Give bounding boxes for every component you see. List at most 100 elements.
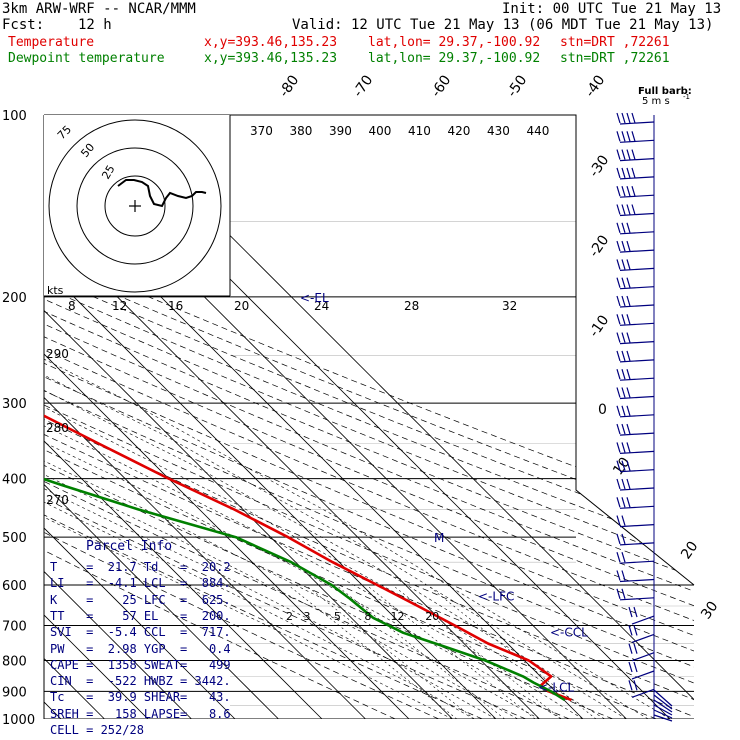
mixing-ratio-line (335, 584, 505, 719)
pressure-label: 800 (2, 654, 27, 669)
wind-speed-label: 8 (68, 299, 76, 313)
dry-adiabat (44, 115, 694, 719)
pressure-label: 100 (2, 109, 27, 124)
isotherm (44, 115, 279, 719)
moist-adiabat (44, 296, 584, 719)
moist-adiabat (44, 296, 453, 719)
wind-barb (628, 625, 655, 643)
isotherm-label: -20 (586, 232, 612, 260)
dry-adiabat (44, 115, 694, 719)
wind-barb (616, 277, 655, 290)
theta-e-label: 440 (527, 124, 550, 138)
mixing-ratio-label: 2 (286, 610, 293, 623)
mixing-ratio-label: 5 (334, 610, 341, 623)
pressure-label: 400 (2, 473, 27, 488)
hodograph-ring (76, 147, 194, 265)
isotherm-label: 0 (598, 402, 607, 418)
temp-stn: stn=DRT ,72261 (560, 35, 670, 50)
wind-speed-label: 28 (404, 299, 419, 313)
dry-adiabat (44, 115, 694, 719)
sounding-curves (44, 414, 572, 702)
model-title: 3km ARW-WRF -- NCAR/MMM (2, 1, 196, 17)
isotherm-label: -30 (586, 152, 612, 180)
wind-barb (616, 350, 655, 363)
dry-adiabat (44, 115, 694, 719)
mixing-ratio-line (366, 584, 536, 719)
theta-label: 280 (46, 421, 69, 435)
parcel-info-row: TT = 57 EL = 200. (50, 608, 231, 623)
isotherm-label: -40 (582, 72, 608, 100)
pressure-label: 700 (2, 619, 27, 634)
theta-e-label: 390 (329, 124, 352, 138)
valid-time: Valid: 12 UTC Tue 21 May 13 (06 MDT Tue … (292, 17, 714, 33)
isotherm (44, 115, 497, 719)
wind-barb (616, 149, 655, 162)
parcel-info-row: Tc = 39.9 SHEAR= 43. (50, 690, 231, 705)
wind-barb (616, 131, 655, 143)
moist-adiabat (44, 296, 649, 719)
wind-barb (616, 240, 655, 253)
wind-barb (616, 167, 655, 180)
level-markers: <-EL M <-LFC <-CCL <-LCL (300, 291, 588, 695)
isotherm-label: -10 (586, 312, 612, 340)
dry-adiabat (44, 115, 694, 719)
dew-latlon: lat,lon= 29.37,-100.92 (368, 51, 541, 66)
parcel-info-row: K = 25 LFC = 625. (50, 592, 231, 607)
fcst-value: 12 h (78, 17, 112, 33)
wind-barb (628, 661, 655, 680)
isotherm-label: 10 (610, 455, 633, 479)
wind-barb-surface (653, 709, 673, 719)
dry-adiabat (44, 115, 526, 719)
parcel-info-title: Parcel Info (86, 539, 173, 554)
temp-xy: x,y=393.46,135.23 (204, 35, 338, 50)
wind-barb (616, 460, 655, 473)
legend-temperature: Temperature (8, 35, 95, 50)
dry-adiabat (44, 115, 396, 719)
wind-barb-surface (653, 694, 673, 710)
wind-barb (616, 570, 655, 583)
frame-edge (44, 114, 695, 586)
wind-barb (616, 222, 655, 235)
barb-legend: Full barb: 5 m s -1 (638, 86, 692, 107)
isotherm (44, 115, 192, 719)
parcel-info-box: Parcel Info T = 21.7 Td = 20.2 LI = -4.1 … (44, 536, 234, 737)
mixing-ratio-label: 12 (390, 610, 404, 623)
isotherm-label: -50 (504, 72, 530, 100)
isotherm-label: -70 (350, 72, 376, 100)
level-marker: <-CCL (550, 626, 588, 640)
mixing-ratio-line (305, 584, 475, 719)
wind-barb (628, 643, 655, 662)
isotherm-label: -80 (276, 72, 302, 100)
theta-e-label: 380 (290, 124, 313, 138)
dew-xy: x,y=393.46,135.23 (204, 51, 338, 66)
isotherm (44, 115, 236, 719)
isotherm (44, 115, 149, 719)
wind-speed-label: 16 (168, 299, 183, 313)
wind-barb (616, 478, 655, 491)
wind-barb (616, 423, 655, 436)
wind-barb (616, 387, 655, 400)
level-marker: <-EL (300, 291, 329, 305)
barb-legend-line2: 5 m s (642, 96, 670, 107)
wind-barb-surface (653, 704, 673, 716)
level-marker: M (434, 531, 444, 545)
moist-adiabat (44, 296, 605, 719)
isotherm-label: 30 (698, 599, 721, 623)
wind-barb (616, 552, 655, 564)
level-marker: <-LFC (478, 590, 514, 604)
parcel-info-cell: CELL = 252/28 (50, 723, 144, 737)
pressure-label: 900 (2, 685, 27, 700)
parcel-info-row: CAPE = 1358 SWEAT= 499 (50, 657, 231, 672)
temp-latlon: lat,lon= 29.37,-100.92 (368, 35, 541, 50)
barb-legend-line1: Full barb: (638, 86, 692, 97)
wind-barb (616, 259, 655, 271)
dry-adiabat (44, 115, 694, 719)
theta-e-label: 420 (448, 124, 471, 138)
wind-barb (616, 405, 655, 418)
wind-speed-label: 32 (502, 299, 517, 313)
hodograph-trace (117, 179, 207, 208)
wind-barb (628, 680, 655, 698)
init-time: Init: 00 UTC Tue 21 May 13 (502, 1, 722, 17)
wind-barb (616, 369, 655, 381)
wind-barb (616, 588, 655, 601)
